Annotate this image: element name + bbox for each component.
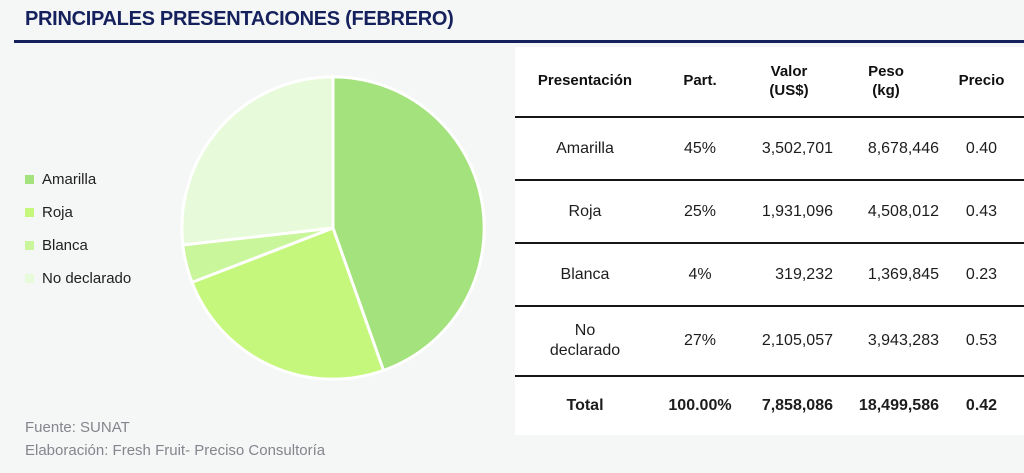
table-row-roja-cell-5: 0.43 [965,202,998,220]
table-row-no-declarado: No declarado 27% 2,105,057 3,943,283 0.53 [515,307,1024,377]
table-row-blanca-cell-1: Blanca [560,265,610,283]
table-row-roja-cell-3: 1,931,096 [761,202,833,220]
legend-item-amarilla: Amarilla [25,169,131,189]
legend-swatch-icon [25,174,34,184]
table-row-blanca-cell-3: 319,232 [775,265,833,283]
table-row-no-declarado-cell-5: 0.53 [965,332,998,349]
legend-swatch-icon [25,240,34,250]
table-total-row-cell-1: Total [566,396,604,414]
legend-item-no-declarado: No declarado [25,268,131,288]
table-header-row-cell-1: Presentación [537,72,633,90]
table-total-row: Total 100.00% 7,858,086 18,499,586 0.42 [515,377,1024,434]
table-row-no-declarado-cell-1: No declarado [549,322,621,359]
table-header-row-cell-2: Part. [683,72,717,90]
table-row-no-declarado-cell-3: 2,105,057 [761,332,833,349]
table-header-row-cell-5: Precio [958,72,1005,90]
table-total-row-cell-2: 100.00% [668,396,732,414]
table-row-no-declarado-cell-2: 27% [683,332,717,349]
table-row-roja: Roja 25% 1,931,096 4,508,012 0.43 [515,181,1024,244]
pie-slice-amarilla [331,75,486,372]
table-total-row-cell-3: 7,858,086 [761,396,833,414]
footer-notes: Fuente: SUNAT Elaboración: Fresh Fruit- … [25,416,325,463]
title-underline [14,40,1024,43]
table-row-roja-cell-1: Roja [568,202,602,220]
legend-label: Roja [42,203,73,221]
legend-swatch-icon [25,207,34,217]
table-row-no-declarado-cell-4: 3,943,283 [867,332,939,349]
table-row-blanca-cell-4: 1,369,845 [867,265,939,283]
table-row-amarilla-cell-2: 45% [683,139,717,157]
table-row-blanca-cell-2: 4% [688,265,712,283]
legend-swatch-icon [25,273,34,283]
table-row-amarilla-cell-4: 8,678,446 [867,139,939,157]
table-row-roja-cell-2: 25% [683,202,717,220]
legend-label: No declarado [42,269,132,287]
source-note: Fuente: SUNAT [25,419,130,436]
pie-chart [180,75,486,381]
legend-label: Amarilla [42,170,97,188]
table-row-roja-cell-4: 4,508,012 [867,202,939,220]
legend-item-roja: Roja [25,202,131,222]
table-row-amarilla-cell-1: Amarilla [556,139,614,157]
pie-chart-container [177,72,489,384]
page-title: PRINCIPALES PRESENTACIONES (FEBRERO) [25,8,454,30]
table-total-row-cell-5: 0.42 [965,396,998,414]
table-total-row-cell-4: 18,499,586 [858,396,939,414]
table-row-amarilla-cell-3: 3,502,701 [761,139,833,157]
legend-label: Blanca [42,236,88,254]
table-row-amarilla: Amarilla 45% 3,502,701 8,678,446 0.40 [515,118,1024,181]
pie-slice-roja [190,226,385,381]
table-row-blanca: Blanca 4% 319,232 1,369,845 0.23 [515,244,1024,307]
table-row-amarilla-cell-5: 0.40 [965,139,998,157]
table-header-row-cell-3: Valor (US$) [769,62,809,99]
pie-legend: Amarilla Roja Blanca No declarado [25,169,131,301]
pie-slice-no-declarado [180,75,335,247]
table-header-row: Presentación Part. Valor (US$) Peso (kg) Pre… [515,47,1024,118]
table-header-row-cell-4: Peso (kg) [868,62,904,99]
table-row-blanca-cell-5: 0.23 [965,265,998,283]
data-table: Presentación Part. Valor (US$) Peso (kg) Pre… [515,47,1024,435]
legend-item-blanca: Blanca [25,235,131,255]
elaboration-note: Elaboración: Fresh Fruit- Preciso Consul… [25,442,326,460]
